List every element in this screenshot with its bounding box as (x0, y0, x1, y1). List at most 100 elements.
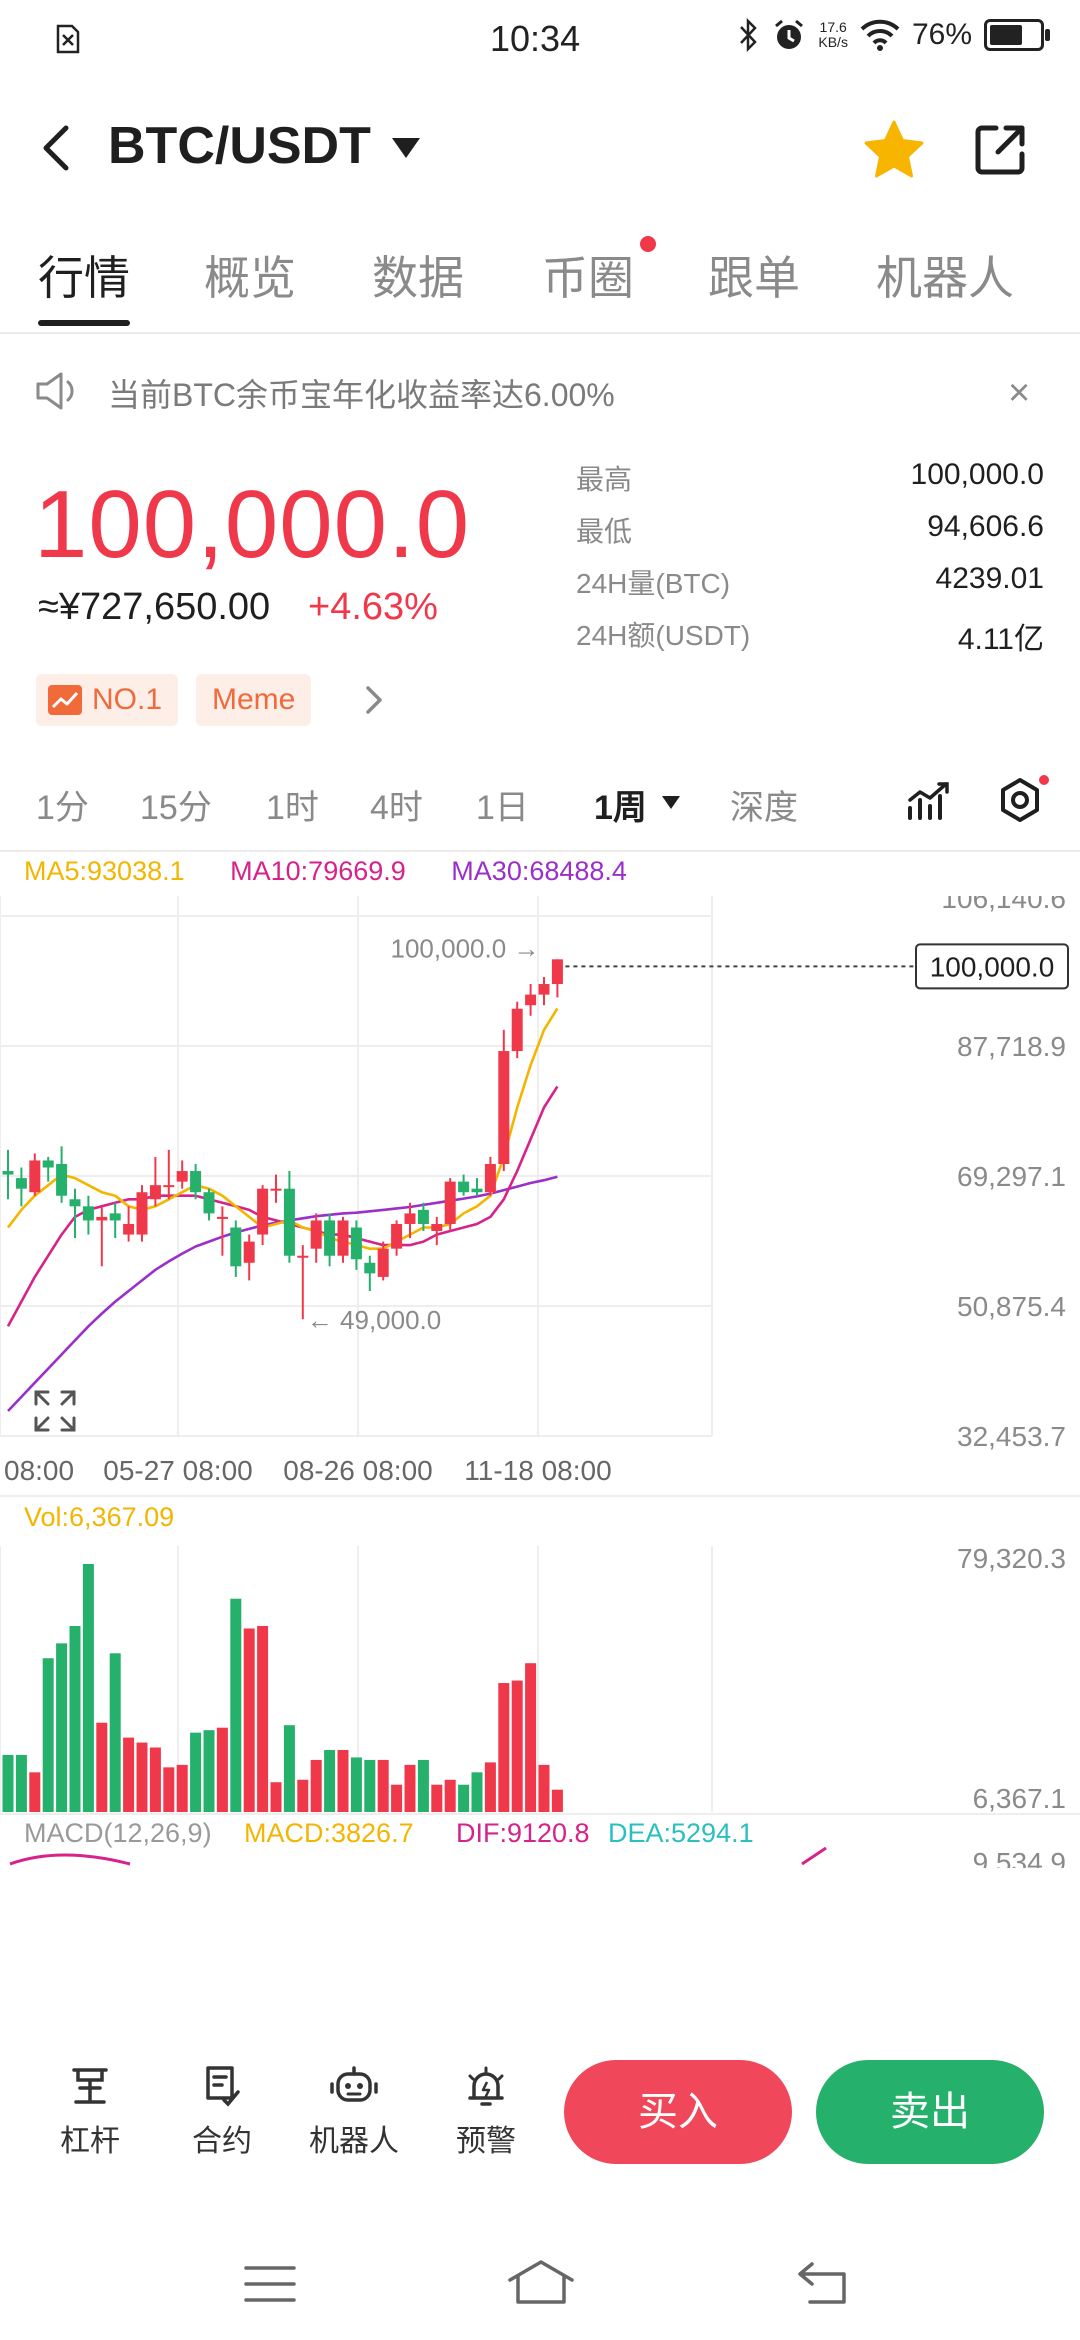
interval-1h[interactable]: 1时 (266, 789, 319, 827)
net-speed: 17.6 KB/s (818, 19, 848, 50)
candlestick-chart[interactable]: 106,140.6 87,718.9 69,297.1 50,875.4 32,453.… (0, 896, 1080, 2016)
candle (391, 1220, 403, 1256)
meme-tag[interactable]: Meme (196, 674, 312, 726)
volume-bar (297, 1779, 309, 1812)
trend-chart-icon (48, 685, 82, 715)
announcement-text: 当前BTC余币宝年化收益率达6.00% (108, 377, 615, 413)
interval-4h[interactable]: 4时 (370, 789, 423, 827)
alert-button[interactable]: 预警 (436, 2064, 536, 2160)
contract-label: 合约 (192, 2125, 252, 2158)
volume-bar (391, 1784, 403, 1812)
volume-bar (498, 1683, 510, 1812)
buy-button[interactable]: 买入 (564, 2060, 792, 2164)
menu-icon[interactable] (244, 2264, 296, 2304)
candle (471, 1178, 483, 1196)
price-change: +4.63% (308, 586, 438, 628)
candle (230, 1220, 242, 1277)
stat-label-low: 最低 (576, 516, 633, 547)
interval-1m[interactable]: 1分 (36, 789, 89, 827)
candle (136, 1185, 148, 1242)
candle (190, 1163, 202, 1200)
home-icon[interactable] (506, 2258, 576, 2306)
candle (56, 1146, 68, 1203)
alert-bell-icon (468, 2066, 504, 2106)
interval-dropdown-caret-icon[interactable] (662, 796, 680, 809)
tab-data[interactable]: 数据 (372, 252, 464, 304)
robot-button[interactable]: 机器人 (304, 2064, 404, 2160)
volume-bar (216, 1727, 228, 1812)
candle-body (364, 1262, 376, 1274)
ma-legend: MA5:93038.1 MA10:79669.9 MA30:68488.4 (24, 856, 627, 896)
battery-icon (984, 19, 1050, 51)
x-tick-label: 11-18 08:00 (464, 1455, 611, 1486)
candle-body (123, 1223, 135, 1235)
volume-bar (525, 1663, 537, 1812)
tab-community[interactable]: 币圈 (542, 252, 634, 304)
candle (96, 1206, 108, 1267)
candle-body (15, 1178, 27, 1189)
high-marker: 100,000.0 → (391, 933, 540, 963)
volume-bar (417, 1759, 429, 1812)
candle-body (324, 1220, 336, 1256)
volume-bar (283, 1725, 295, 1812)
wifi-icon (860, 19, 900, 51)
status-time: 10:34 (490, 18, 581, 59)
announcement-bar[interactable]: 当前BTC余币宝年化收益率达6.00% × (0, 350, 1080, 430)
chart-settings-icon[interactable] (994, 774, 1054, 828)
candle-body (431, 1223, 443, 1232)
stat-value-amount: 4.11亿 (957, 623, 1044, 656)
candle-body (297, 1255, 309, 1258)
candle-body (525, 994, 537, 1006)
back-arrow-icon[interactable] (28, 118, 88, 178)
interval-1w[interactable]: 1周 (594, 789, 647, 827)
candle-body (2, 1171, 14, 1175)
volume-bar (109, 1653, 121, 1812)
macd-legend: MACD(12,26,9) MACD:3826.7 DIF:9120.8 DEA:52… (24, 1818, 754, 1848)
share-icon[interactable] (970, 120, 1030, 180)
tab-market[interactable]: 行情 (38, 252, 130, 304)
volume-bar (136, 1742, 148, 1812)
indicator-icon[interactable] (906, 778, 952, 824)
candle (163, 1149, 175, 1200)
interval-depth[interactable]: 深度 (730, 789, 798, 827)
candle-body (538, 984, 550, 995)
ma10-legend: MA10:79669.9 (230, 856, 406, 886)
candle-body (257, 1188, 269, 1235)
sell-button[interactable]: 卖出 (816, 2060, 1044, 2164)
status-bar: 10:34 17.6 KB/s 76% (0, 0, 1080, 84)
pair-dropdown-caret-icon[interactable] (392, 138, 420, 158)
candle-body (498, 1051, 510, 1164)
chevron-right-icon[interactable] (362, 684, 386, 716)
back-nav-icon[interactable] (796, 2260, 850, 2306)
volume-bars (0, 1546, 713, 1812)
interval-1d[interactable]: 1日 (476, 789, 529, 827)
leverage-button[interactable]: 杠杆 (40, 2064, 140, 2160)
tab-bots[interactable]: 机器人 (876, 252, 1014, 304)
leverage-label: 杠杆 (60, 2125, 120, 2158)
candle (2, 1149, 14, 1200)
stat-label-vol: 24H量(BTC) (576, 568, 731, 599)
close-icon[interactable]: × (1008, 372, 1031, 414)
tab-overview[interactable]: 概览 (204, 252, 296, 304)
volume-bar (230, 1598, 242, 1812)
pair-title[interactable]: BTC/USDT (108, 117, 371, 175)
contract-button[interactable]: 合约 (172, 2064, 272, 2160)
favorite-star-icon[interactable] (862, 118, 926, 182)
volume-bar (270, 1782, 282, 1812)
macd-legend-item: DIF:9120.8 (456, 1818, 590, 1848)
candle (458, 1174, 470, 1196)
interval-15m[interactable]: 15分 (140, 789, 212, 827)
candle-body (230, 1227, 242, 1267)
candle (511, 1001, 523, 1059)
fullscreen-icon[interactable] (34, 1390, 76, 1432)
rank-tag[interactable]: NO.1 (36, 674, 179, 726)
tab-copy-trading[interactable]: 跟单 (708, 252, 800, 304)
last-price-box (915, 943, 1069, 990)
candle (243, 1234, 255, 1281)
volume-bar (364, 1759, 376, 1812)
stat-value-vol: 4239.01 (935, 562, 1044, 595)
candle-body (176, 1171, 188, 1182)
candle-body (56, 1163, 68, 1196)
candle (257, 1185, 269, 1246)
candle (498, 1029, 510, 1172)
